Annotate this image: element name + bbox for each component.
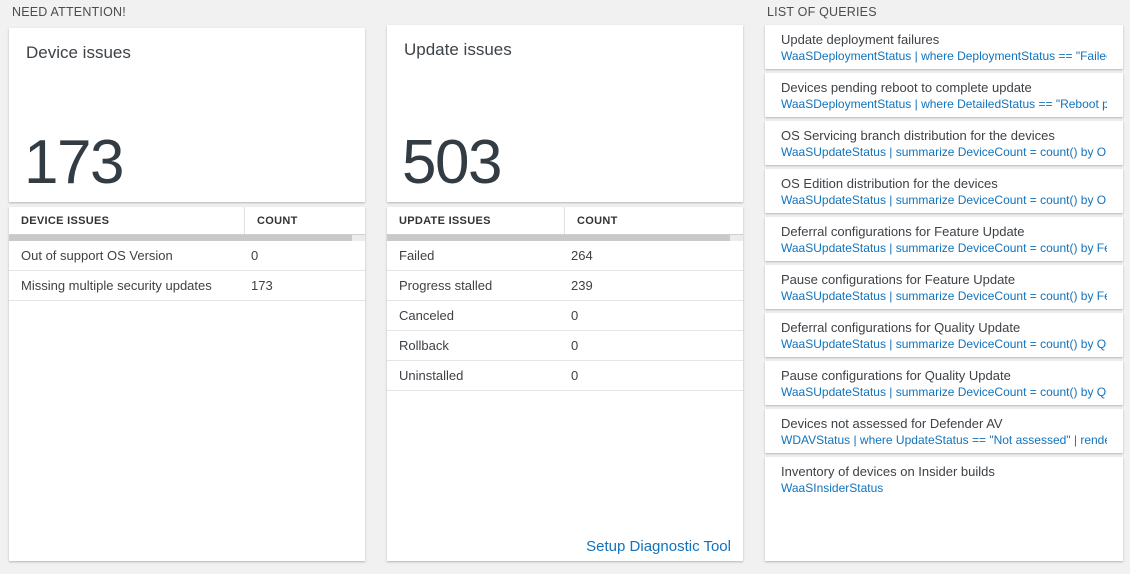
issue-label: Failed [399, 248, 435, 263]
table-row: Out of support OS Version 0 [9, 241, 365, 271]
update-issues-column-header: UPDATE ISSUES [399, 214, 491, 227]
table-row: Progress stalled 239 [387, 271, 743, 301]
issue-label: Rollback [399, 338, 449, 353]
query-list: Update deployment failures WaaSDeploymen… [765, 25, 1123, 561]
query-item-pause-feature-update[interactable]: Pause configurations for Feature Update … [765, 265, 1123, 309]
query-title: Update deployment failures [781, 32, 940, 47]
scrollbar-thumb[interactable] [387, 235, 730, 241]
query-text: WDAVStatus | where UpdateStatus == "Not … [781, 433, 1107, 447]
table-row: Uninstalled 0 [387, 361, 743, 391]
update-issues-count: 503 [402, 128, 502, 197]
query-text: WaaSDeploymentStatus | where DeploymentS… [781, 49, 1107, 63]
device-issues-table: DEVICE ISSUES COUNT Out of support OS Ve… [9, 207, 365, 561]
issue-label: Out of support OS Version [21, 248, 173, 263]
issue-label: Missing multiple security updates [21, 278, 212, 293]
setup-diagnostic-tool-link[interactable]: Setup Diagnostic Tool [586, 538, 731, 555]
query-item-deferral-quality-update[interactable]: Deferral configurations for Quality Upda… [765, 313, 1123, 357]
column-divider [244, 207, 245, 234]
issue-count: 173 [251, 278, 273, 293]
scrollbar-thumb[interactable] [9, 235, 352, 241]
query-title: Pause configurations for Feature Update [781, 272, 1016, 287]
device-table-header: DEVICE ISSUES COUNT [9, 207, 365, 235]
query-text: WaaSUpdateStatus | summarize DeviceCount… [781, 193, 1107, 207]
issue-count: 0 [571, 368, 579, 383]
update-issues-table: UPDATE ISSUES COUNT Failed 264 Progress … [387, 207, 743, 561]
update-table-header: UPDATE ISSUES COUNT [387, 207, 743, 235]
need-attention-header: NEED ATTENTION! [12, 5, 126, 19]
list-of-queries-header: LIST OF QUERIES [767, 5, 877, 19]
query-title: Deferral configurations for Feature Upda… [781, 224, 1025, 239]
table-row: Canceled 0 [387, 301, 743, 331]
query-item-pause-quality-update[interactable]: Pause configurations for Quality Update … [765, 361, 1123, 405]
update-issues-title: Update issues [404, 40, 512, 59]
issue-count: 0 [571, 338, 579, 353]
issue-count: 0 [251, 248, 259, 263]
query-text: WaaSDeploymentStatus | where DetailedSta… [781, 97, 1107, 111]
query-item-insider-builds-inventory[interactable]: Inventory of devices on Insider builds W… [765, 457, 1123, 561]
device-issues-title: Device issues [26, 43, 131, 62]
update-issues-tile[interactable]: Update issues 503 [387, 25, 743, 202]
count-column-header: COUNT [577, 214, 618, 227]
issue-label: Progress stalled [399, 278, 493, 293]
query-item-os-edition-distribution[interactable]: OS Edition distribution for the devices … [765, 169, 1123, 213]
query-item-deferral-feature-update[interactable]: Deferral configurations for Feature Upda… [765, 217, 1123, 261]
query-item-devices-not-assessed-defender[interactable]: Devices not assessed for Defender AV WDA… [765, 409, 1123, 453]
query-title: Inventory of devices on Insider builds [781, 464, 995, 479]
issue-count: 239 [571, 278, 593, 293]
query-text: WaaSInsiderStatus [781, 481, 884, 495]
count-column-header: COUNT [257, 214, 298, 227]
query-text: WaaSUpdateStatus | summarize DeviceCount… [781, 241, 1107, 255]
query-text: WaaSUpdateStatus | summarize DeviceCount… [781, 145, 1107, 159]
table-row: Rollback 0 [387, 331, 743, 361]
query-item-os-servicing-branch[interactable]: OS Servicing branch distribution for the… [765, 121, 1123, 165]
issue-label: Canceled [399, 308, 454, 323]
device-issues-tile[interactable]: Device issues 173 [9, 28, 365, 202]
query-item-update-deployment-failures[interactable]: Update deployment failures WaaSDeploymen… [765, 25, 1123, 69]
horizontal-scrollbar[interactable] [387, 235, 743, 241]
issue-count: 264 [571, 248, 593, 263]
query-title: OS Edition distribution for the devices [781, 176, 998, 191]
query-title: Pause configurations for Quality Update [781, 368, 1011, 383]
query-title: Devices pending reboot to complete updat… [781, 80, 1032, 95]
query-title: OS Servicing branch distribution for the… [781, 128, 1055, 143]
table-row: Missing multiple security updates 173 [9, 271, 365, 301]
query-title: Devices not assessed for Defender AV [781, 416, 1003, 431]
device-issues-column-header: DEVICE ISSUES [21, 214, 110, 227]
query-title: Deferral configurations for Quality Upda… [781, 320, 1021, 335]
table-row: Failed 264 [387, 241, 743, 271]
device-issues-count: 173 [24, 128, 124, 197]
query-text: WaaSUpdateStatus | summarize DeviceCount… [781, 385, 1107, 399]
horizontal-scrollbar[interactable] [9, 235, 365, 241]
issue-label: Uninstalled [399, 368, 464, 383]
query-text: WaaSUpdateStatus | summarize DeviceCount… [781, 337, 1107, 351]
issue-count: 0 [571, 308, 579, 323]
query-text: WaaSUpdateStatus | summarize DeviceCount… [781, 289, 1107, 303]
query-item-devices-pending-reboot[interactable]: Devices pending reboot to complete updat… [765, 73, 1123, 117]
column-divider [564, 207, 565, 234]
